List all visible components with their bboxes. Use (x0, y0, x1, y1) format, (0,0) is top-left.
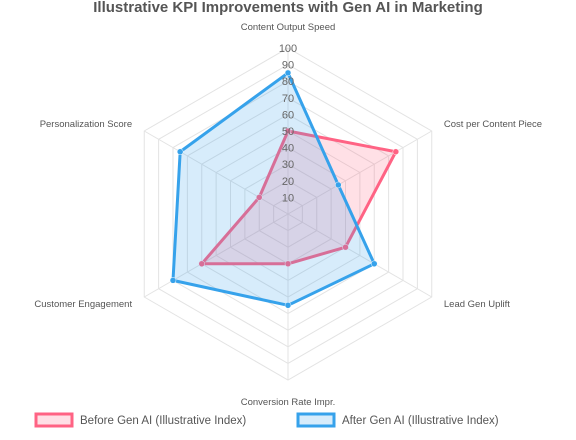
radial-tick-label: 90 (282, 60, 294, 72)
legend-swatch (34, 412, 74, 428)
legend: Before Gen AI (Illustrative Index) After … (34, 412, 499, 428)
axis-spoke (143, 213, 289, 298)
axis-spoke (143, 130, 289, 215)
series-2-point (284, 69, 292, 77)
radial-tick-label: 70 (282, 93, 294, 105)
radial-tick-label: 30 (282, 159, 294, 171)
axis-label: Personalization Score (40, 119, 132, 130)
series-1-point (284, 260, 292, 268)
series-2-point (169, 277, 177, 284)
series-1-point (284, 127, 292, 135)
legend-item-1[interactable]: Before Gen AI (Illustrative Index) (34, 412, 246, 428)
axis-label: Lead Gen Uplift (444, 299, 510, 310)
series-1-point (198, 260, 205, 268)
axis-label: Content Output Speed (241, 22, 336, 33)
series-2-point (284, 302, 292, 309)
series-1-point (255, 194, 263, 201)
series-2-point (335, 181, 342, 189)
radial-tick-label: 60 (282, 109, 294, 121)
radial-ticks: 10 20 30 40 50 60 70 80 90 100 (279, 43, 297, 204)
series-2-point (371, 260, 378, 268)
radar-grid (143, 47, 433, 381)
series-2-point (176, 148, 184, 155)
axis-label: Cost per Content Piece (444, 119, 542, 130)
axis-spoke (287, 130, 433, 215)
radial-tick-label: 50 (282, 126, 294, 138)
axis-label: Conversion Rate Impr. (241, 397, 336, 408)
axis-labels: Content Output Speed Cost per Content Pie… (34, 22, 542, 408)
legend-item-2[interactable]: After Gen AI (Illustrative Index) (296, 412, 499, 428)
series-1-point (342, 243, 349, 251)
radial-tick-label: 40 (282, 143, 294, 155)
legend-label: After Gen AI (Illustrative Index) (342, 415, 499, 427)
axis-spoke (287, 213, 433, 298)
chart-title: Illustrative KPI Improvements with Gen A… (93, 0, 483, 16)
legend-label: Before Gen AI (Illustrative Index) (80, 415, 246, 427)
axis-label: Customer Engagement (34, 299, 132, 310)
series-layer (169, 69, 400, 309)
series-1-point (392, 148, 400, 155)
radial-tick-label: 100 (279, 43, 297, 55)
radial-tick-label: 20 (282, 176, 294, 188)
radial-tick-label: 80 (282, 76, 294, 88)
legend-swatch (296, 412, 336, 428)
radial-tick-label: 10 (282, 192, 294, 204)
